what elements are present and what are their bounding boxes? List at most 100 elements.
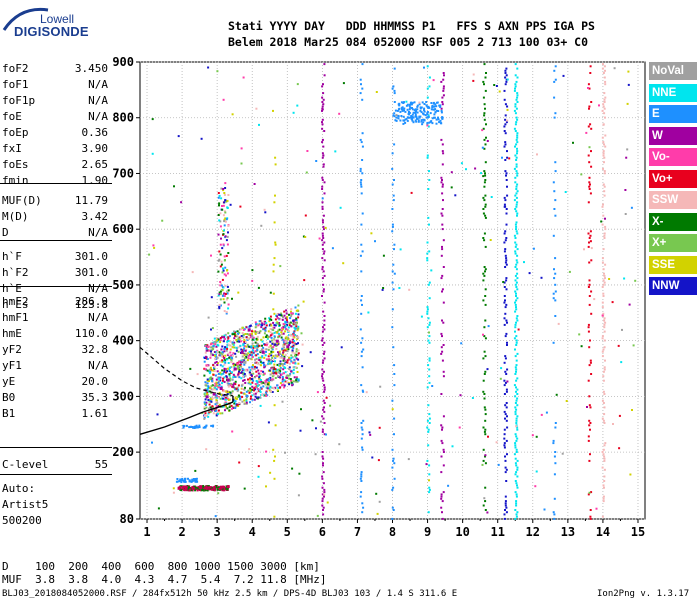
- stripe-point: [515, 138, 518, 141]
- es-echo: [194, 489, 197, 492]
- upper-echo: [431, 117, 434, 120]
- f-region-echo: [223, 394, 226, 397]
- sparse-echo: [214, 515, 217, 518]
- f-region-echo: [225, 375, 228, 378]
- stripe-point: [484, 288, 487, 291]
- stripe-point: [321, 344, 324, 346]
- param-value: 0.36: [81, 126, 109, 139]
- f-region-echo: [243, 349, 245, 352]
- upper-echo: [415, 109, 417, 112]
- f-region-echo: [274, 324, 277, 327]
- f-region-echo: [238, 331, 241, 334]
- sparse-echo: [323, 493, 326, 496]
- f-region-echo: [203, 360, 206, 363]
- f-region-echo: [216, 343, 219, 346]
- stripe-point: [323, 63, 326, 66]
- f-region-echo: [269, 340, 272, 343]
- upper-echo: [424, 114, 427, 117]
- f-region-echo: [216, 412, 219, 415]
- stripe-point: [484, 462, 487, 465]
- f-region-echo: [227, 384, 230, 387]
- f-region-echo: [235, 349, 238, 352]
- f-region-echo: [290, 310, 292, 313]
- stripe-point: [601, 399, 604, 402]
- stripe-point: [588, 283, 591, 286]
- f-region-echo: [220, 355, 223, 358]
- stripe-point: [515, 292, 517, 295]
- param-separator: [0, 183, 112, 184]
- f-region-echo: [239, 367, 242, 370]
- stripe-point: [504, 504, 507, 507]
- f-region-echo: [209, 399, 212, 402]
- f-region-echo: [234, 380, 237, 383]
- sparse-echo: [148, 253, 151, 256]
- f-region-echo: [272, 339, 275, 342]
- f-region-echo: [277, 341, 280, 344]
- f-region-echo: [208, 386, 211, 389]
- f-region-echo: [268, 381, 271, 384]
- f-region-echo: [230, 345, 233, 348]
- stripe-point: [273, 404, 276, 407]
- stripe-point: [588, 181, 591, 184]
- spread-echo: [222, 269, 225, 272]
- param-value: N/A: [88, 94, 108, 107]
- sparse-echo: [617, 344, 620, 347]
- f-region-echo: [290, 381, 293, 384]
- stripe-point: [503, 203, 506, 206]
- logo-digisonde: DIGISONDE: [14, 24, 89, 39]
- sparse-echo: [251, 269, 254, 272]
- sparse-echo: [250, 351, 253, 354]
- f-region-echo: [295, 317, 298, 320]
- f-region-echo: [237, 332, 240, 335]
- sparse-echo: [189, 367, 192, 370]
- f-region-echo: [251, 355, 254, 358]
- stripe-point: [483, 335, 486, 338]
- stripe-point: [589, 428, 591, 431]
- stripe-point: [484, 245, 487, 248]
- f-region-echo: [219, 360, 222, 363]
- es-echo: [197, 487, 200, 490]
- stripe-point: [515, 295, 517, 297]
- stripe-point: [516, 254, 519, 257]
- f-region-echo: [241, 332, 244, 334]
- stripe-point: [603, 444, 606, 447]
- f-region-echo: [267, 355, 270, 358]
- x-tick-label: 14: [596, 525, 610, 539]
- f-region-echo: [244, 341, 247, 344]
- f-region-echo: [248, 354, 251, 357]
- param-name: foF1p: [2, 94, 36, 107]
- f-region-echo: [254, 321, 257, 324]
- stripe-point: [602, 495, 605, 498]
- f-region-echo: [294, 366, 297, 369]
- stripe-point: [516, 147, 518, 150]
- stripe-point: [516, 201, 519, 204]
- stripe-point: [601, 337, 604, 340]
- stripe-point: [516, 232, 519, 235]
- spread-echo: [222, 298, 225, 301]
- stripe-point: [442, 451, 445, 453]
- f-region-echo: [291, 345, 294, 348]
- sparse-echo: [405, 100, 408, 103]
- sparse-echo: [490, 196, 493, 198]
- f-region-echo: [246, 338, 249, 341]
- f-region-echo: [215, 381, 218, 384]
- stripe-point: [321, 257, 324, 260]
- f-region-echo: [240, 335, 243, 337]
- f-region-echo: [242, 359, 245, 362]
- sparse-echo: [620, 361, 623, 364]
- stripe-point: [503, 317, 506, 320]
- stripe-point: [589, 183, 591, 186]
- upper-echo: [420, 111, 423, 114]
- f-region-echo: [288, 374, 291, 377]
- f-region-echo: [280, 329, 283, 332]
- sparse-echo: [329, 404, 332, 407]
- f-region-echo: [297, 327, 300, 330]
- trace-point: [212, 392, 216, 396]
- sparse-echo: [221, 278, 224, 281]
- f-region-echo: [205, 401, 208, 404]
- stripe-point: [322, 225, 325, 228]
- spread-echo: [220, 290, 222, 293]
- f-region-echo: [288, 322, 291, 325]
- f-region-echo: [212, 406, 214, 409]
- stripe-point: [361, 63, 364, 66]
